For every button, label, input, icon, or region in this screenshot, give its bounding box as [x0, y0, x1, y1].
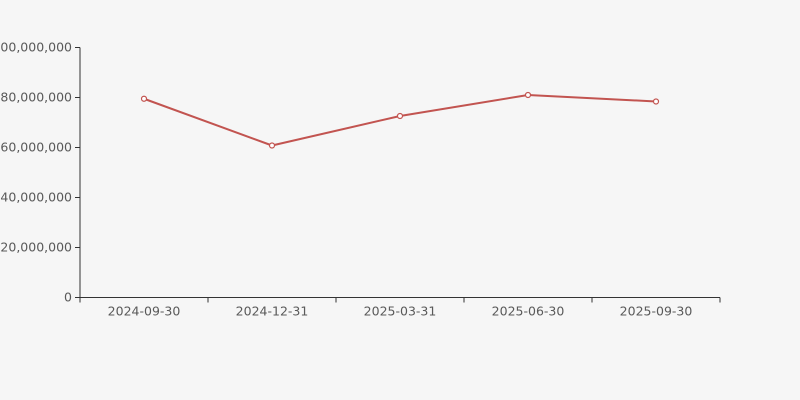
- data-point-marker: [652, 98, 660, 105]
- y-tick-label: 0: [64, 290, 72, 305]
- x-tick-label: 2024-12-31: [236, 304, 309, 319]
- x-tick-label: 2025-09-30: [620, 304, 693, 319]
- data-point-marker: [268, 142, 276, 149]
- y-tick-label: 80,000,000: [0, 90, 72, 105]
- y-tick-label: 40,000,000: [0, 190, 72, 205]
- data-point-marker: [524, 91, 532, 99]
- series-line: [143, 94, 657, 147]
- data-point-marker: [396, 112, 404, 120]
- x-tick-label: 2024-09-30: [108, 304, 181, 319]
- x-tick-label: 2025-06-30: [492, 304, 565, 319]
- y-tick-label: 20,000,000: [0, 240, 72, 255]
- x-tick-label: 2025-03-31: [364, 304, 437, 319]
- data-point-marker: [140, 95, 148, 102]
- y-tick-label: 100,000,000: [0, 40, 72, 55]
- y-tick-label: 60,000,000: [0, 140, 72, 155]
